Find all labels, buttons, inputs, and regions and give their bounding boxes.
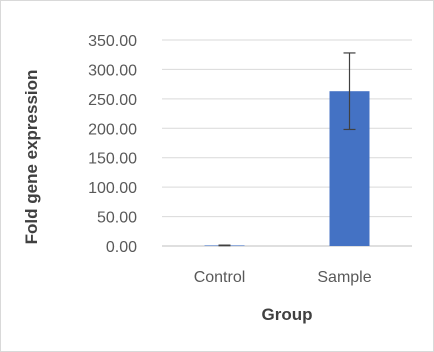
x-tick-label: Control	[194, 269, 246, 286]
y-tick-label: 0.00	[106, 239, 137, 256]
y-axis-ticks: 0.00 50.00 100.00 150.00 200.00 250.00 300.00 3…	[88, 33, 137, 256]
y-axis-title: Fold gene expression	[22, 70, 41, 245]
error-bars	[218, 52, 356, 247]
x-axis-ticks: Control Sample	[194, 269, 372, 286]
x-tick-label: Sample	[317, 269, 371, 286]
y-tick-label: 100.00	[88, 180, 137, 197]
y-tick-label: 300.00	[88, 62, 137, 79]
y-tick-label: 50.00	[97, 210, 137, 227]
y-tick-label: 250.00	[88, 92, 137, 109]
y-tick-label: 150.00	[88, 151, 137, 168]
x-axis-title: Group	[262, 305, 313, 324]
y-tick-label: 200.00	[88, 121, 137, 138]
gridlines	[162, 39, 412, 247]
y-tick-label: 350.00	[88, 33, 137, 50]
bars	[204, 91, 370, 246]
